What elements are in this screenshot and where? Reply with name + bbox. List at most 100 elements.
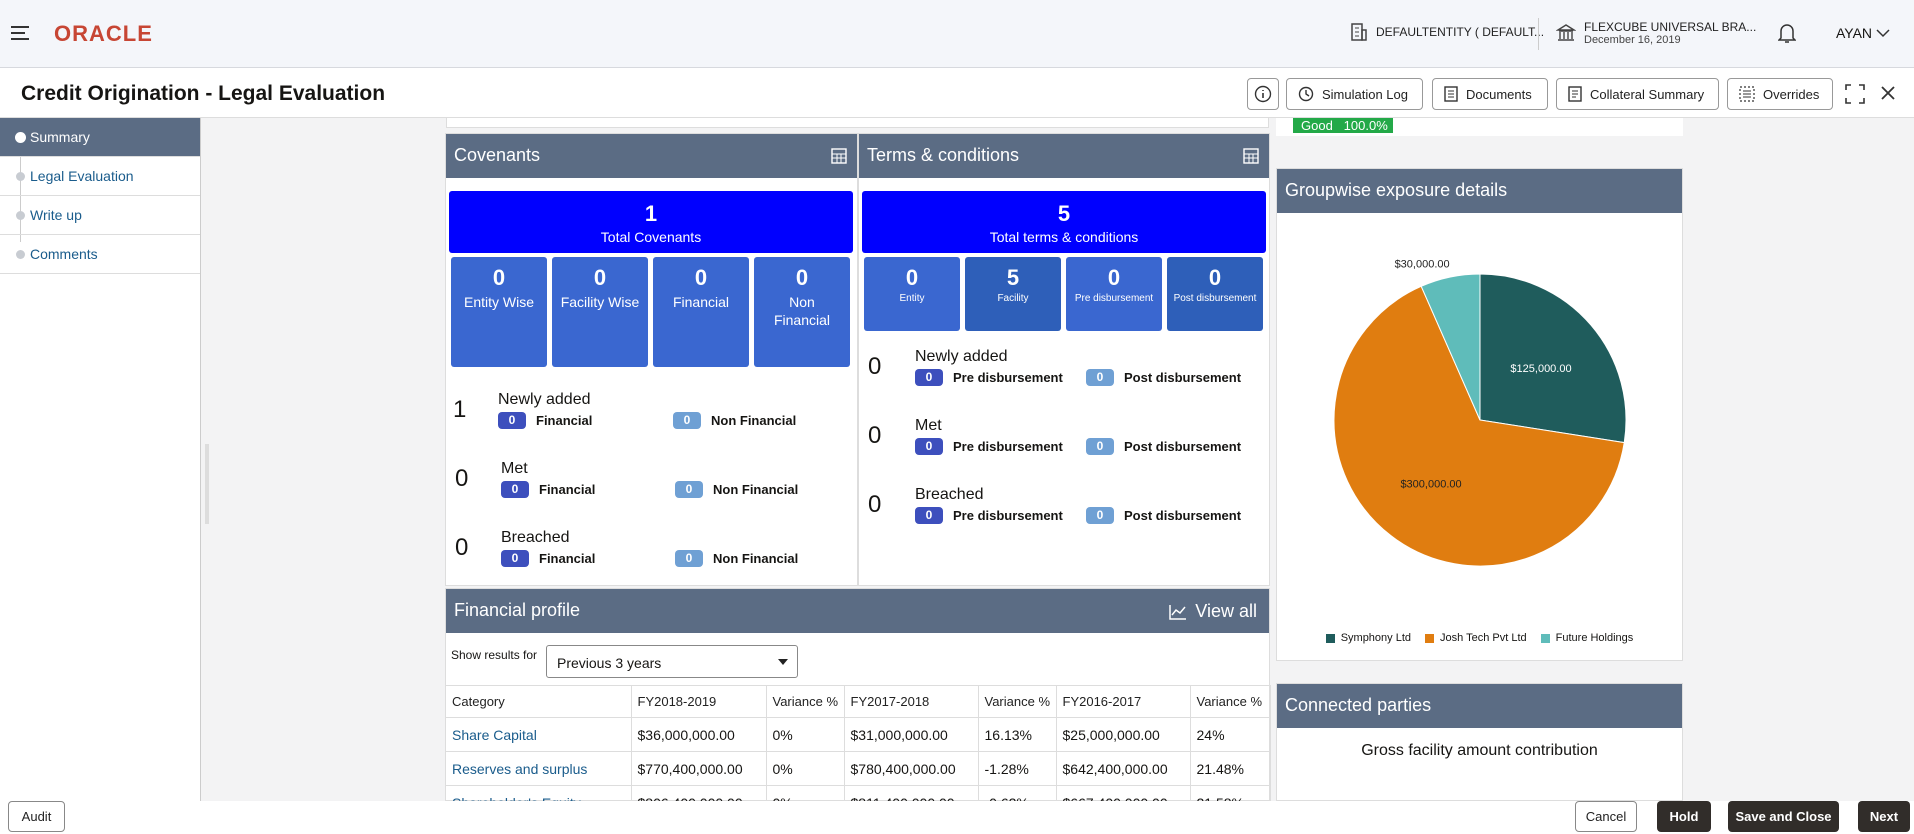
chevron-down-icon [1876,29,1890,38]
total-terms-count: 5 [1057,201,1071,226]
pre-disbursement-tile[interactable]: 0 Pre disbursement [1066,257,1162,331]
collateral-summary-label: Collateral Summary [1590,86,1705,102]
connected-parties-title: Connected parties [1285,695,1432,715]
sidebar-item-label: Write up [30,207,82,223]
hamburger-menu-icon[interactable] [10,22,32,44]
table-icon[interactable] [831,148,847,164]
oracle-logo: ORACLE [54,21,153,46]
badge-count: 0 [675,481,703,498]
score-bar: Good 100.0% [1293,118,1393,133]
entity-wise-tile[interactable]: 0 Entity Wise [451,257,547,367]
financial-table: Category FY2018-2019 Variance % FY2017-2… [446,685,1271,801]
table-cell: -1.28% [978,751,1057,786]
simulation-log-button[interactable]: Simulation Log [1286,78,1423,110]
next-button[interactable]: Next [1858,801,1910,832]
legend-swatch [1325,633,1335,643]
save-and-close-label: Save and Close [1735,809,1832,824]
table-icon[interactable] [1243,148,1259,164]
badge-label: Post disbursement [1124,370,1242,385]
cancel-label: Cancel [1585,809,1627,824]
view-all-button[interactable]: View all [1169,601,1257,622]
financial-badge[interactable]: 0 Financial [501,550,595,567]
sidebar-item-comments[interactable]: Comments [0,235,200,274]
table-cell: $25,000,000.00 [1056,717,1191,752]
covenants-title: Covenants [454,145,541,165]
facility-wise-tile[interactable]: 0 Facility Wise [552,257,648,367]
sidebar-item-write-up[interactable]: Write up [0,196,200,235]
table-cell: $31,000,000.00 [844,717,979,752]
non-financial-badge[interactable]: 0 Non Financial [673,412,796,429]
user-menu[interactable]: AYAN [1836,25,1890,41]
pre-disbursement-badge[interactable]: 0 Pre disbursement [915,369,1063,386]
non-financial-badge[interactable]: 0 Non Financial [675,550,798,567]
post-disbursement-badge[interactable]: 0 Post disbursement [1086,438,1241,455]
table-cell: 0% [766,751,845,786]
tile-label: Financial [672,294,730,310]
legend-item[interactable]: Future Holdings [1540,632,1633,644]
legend-item[interactable]: Josh Tech Pvt Ltd [1425,632,1527,644]
tile-count: 0 [492,265,506,290]
post-disbursement-badge[interactable]: 0 Post disbursement [1086,507,1241,524]
pre-disbursement-badge[interactable]: 0 Pre disbursement [915,438,1063,455]
total-covenants-tile[interactable]: 1 Total Covenants [449,191,853,253]
audit-label: Audit [21,809,52,824]
hold-button[interactable]: Hold [1657,801,1711,832]
badge-label: Non Financial [713,482,799,497]
category-link[interactable]: Shareholder's Equity [446,785,632,801]
save-and-close-button[interactable]: Save and Close [1728,801,1839,832]
pie-data-label: $30,000.00 [1395,258,1450,270]
cancel-button[interactable]: Cancel [1575,801,1637,832]
pie-slice[interactable] [1420,273,1481,421]
category-link[interactable]: Share Capital [446,717,632,752]
sidebar-item-legal-evaluation[interactable]: Legal Evaluation [0,157,200,196]
groupwise-title: Groupwise exposure details [1285,180,1508,200]
badge-count: 0 [915,438,943,455]
tile-label: Facility Wise [560,294,640,310]
score-label: Good [1301,118,1333,133]
tile-count: 0 [1107,265,1121,290]
post-disbursement-tile[interactable]: 0 Post disbursement [1167,257,1263,331]
overrides-button[interactable]: Overrides [1727,78,1833,110]
step-dot [16,211,25,220]
financial-badge[interactable]: 0 Financial [498,412,592,429]
non-financial-badge[interactable]: 0 Non Financial [675,481,798,498]
bell-icon[interactable] [1778,22,1796,44]
info-button[interactable] [1247,78,1279,110]
main-content: Good 100.0% Covenants 1 Total Covenants 0… [201,118,1914,801]
pre-disbursement-badge[interactable]: 0 Pre disbursement [915,507,1063,524]
table-cell: $780,400,000.00 [844,751,979,786]
entity-selector[interactable]: DEFAULTENTITY ( DEFAULT... [1350,22,1544,42]
sidebar-item-summary[interactable]: Summary [0,118,200,157]
column-header: FY2017-2018 [844,685,979,718]
table-cell: $642,400,000.00 [1056,751,1191,786]
documents-button[interactable]: Documents [1432,78,1548,110]
collateral-summary-button[interactable]: Collateral Summary [1556,78,1719,110]
total-terms-tile[interactable]: 5 Total terms & conditions [862,191,1266,253]
covenants-panel: Covenants 1 Total Covenants 0 Entity Wise … [445,133,858,586]
maximize-icon[interactable] [1845,84,1865,104]
financial-badge[interactable]: 0 Financial [501,481,595,498]
close-icon[interactable] [1880,85,1896,101]
entity-tile[interactable]: 0 Entity [864,257,960,331]
column-header: Category [446,685,632,718]
badge-label: Post disbursement [1124,439,1242,454]
splitter-handle[interactable] [205,444,209,524]
pie-slice[interactable] [1333,285,1625,567]
category-link[interactable]: Reserves and surplus [446,751,632,786]
facility-tile[interactable]: 5 Facility [965,257,1061,331]
badge-count: 0 [1086,438,1114,455]
financial-profile-header: Financial profile View all [446,589,1269,633]
badge-label: Non Financial [713,551,799,566]
audit-button[interactable]: Audit [8,801,65,832]
pie-slice[interactable] [1479,273,1627,444]
non-financial-tile[interactable]: 0 Non Financial [754,257,850,367]
column-header: Variance % [1190,685,1271,718]
legend-item[interactable]: Symphony Ltd [1325,632,1411,644]
branch-selector[interactable]: FLEXCUBE UNIVERSAL BRA... December 16, 20… [1556,20,1756,46]
column-header: Variance % [978,685,1057,718]
badge-label: Non Financial [711,413,797,428]
post-disbursement-badge[interactable]: 0 Post disbursement [1086,369,1241,386]
period-select[interactable]: Previous 3 years [546,645,798,678]
score-value: 100.0% [1343,118,1388,133]
financial-tile[interactable]: 0 Financial [653,257,749,367]
